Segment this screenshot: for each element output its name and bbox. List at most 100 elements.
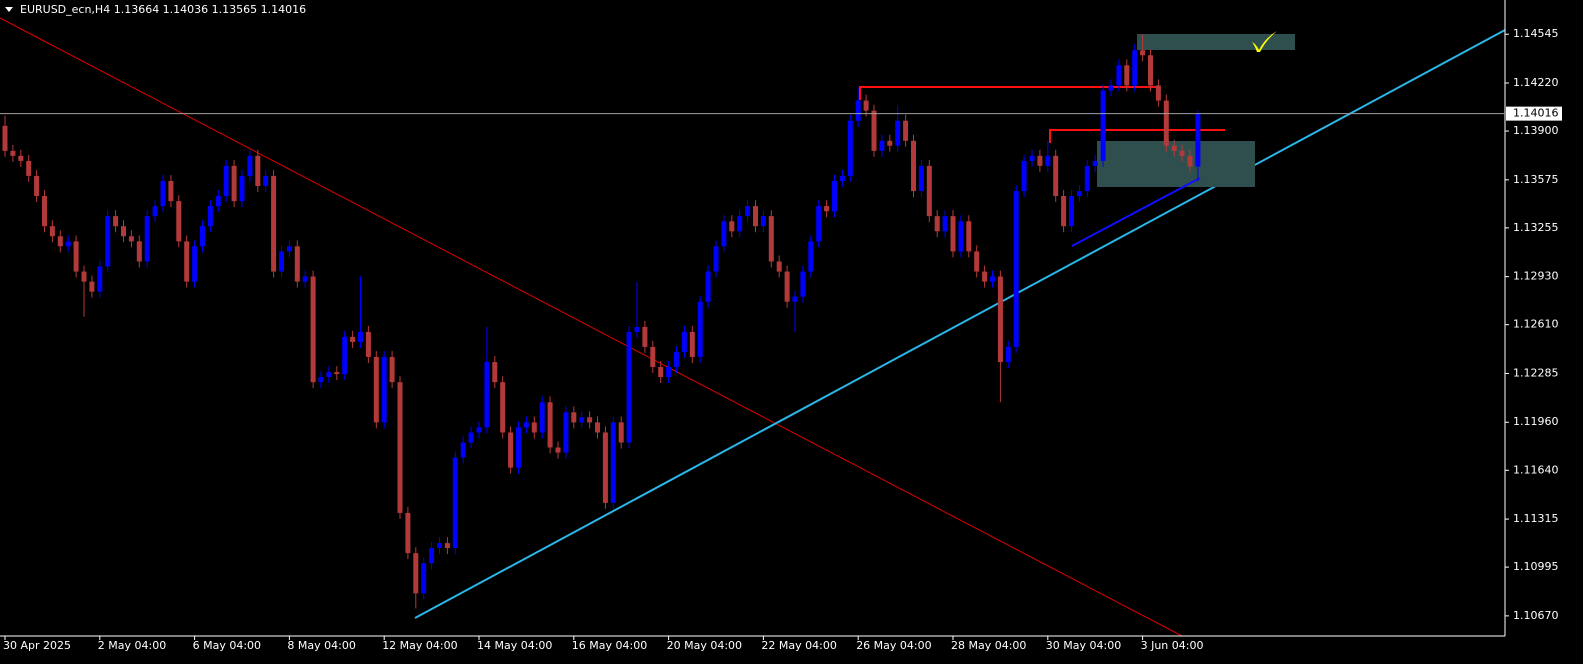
candle-body — [918, 165, 924, 192]
candle-body — [674, 351, 679, 368]
candle-body — [255, 155, 261, 186]
candle-body — [658, 367, 664, 378]
candle-body — [571, 412, 577, 423]
candle-body — [1092, 160, 1098, 166]
candle-body — [595, 422, 600, 433]
candle-body — [26, 160, 32, 176]
candle-body — [342, 336, 348, 375]
candle-body — [358, 331, 363, 342]
check-mark — [1252, 31, 1277, 52]
candle-body — [318, 377, 324, 383]
candle-body — [1179, 150, 1185, 156]
candle-body — [729, 221, 735, 232]
candle-body — [871, 110, 877, 151]
candle-body — [958, 221, 964, 252]
candle-body — [1076, 191, 1082, 197]
candle-body — [168, 181, 174, 202]
candle-body — [192, 246, 198, 282]
y-tick-label: 1.10670 — [1513, 609, 1559, 622]
candle-body — [824, 206, 830, 212]
candle-body — [1140, 50, 1146, 56]
y-tick-label: 1.12610 — [1513, 318, 1559, 331]
candle-body — [279, 251, 284, 272]
candle-body — [326, 372, 332, 378]
candle-body — [721, 221, 727, 247]
candle-body — [681, 331, 687, 352]
candle-body — [223, 165, 229, 197]
candle-body — [1163, 100, 1169, 146]
candle-body — [555, 447, 561, 453]
y-tick-label: 1.11640 — [1513, 463, 1559, 476]
candle-body — [642, 326, 648, 347]
candle-body — [73, 241, 79, 272]
candle-body — [437, 543, 442, 549]
candle-body — [1021, 160, 1027, 192]
candle-body — [705, 271, 711, 302]
candle-body — [997, 276, 1003, 363]
candle-body — [1053, 155, 1059, 197]
candle-body — [792, 296, 798, 302]
candle-body — [444, 543, 450, 549]
candle-body — [136, 241, 142, 262]
candle-body — [610, 422, 616, 503]
candle-body — [231, 165, 237, 202]
candle-body — [753, 206, 758, 227]
zone-box — [1137, 34, 1295, 50]
candle-body — [215, 196, 221, 207]
candle-body — [373, 356, 379, 423]
candle-body — [10, 150, 16, 156]
y-tick-label: 1.10995 — [1513, 560, 1559, 573]
candle-body — [381, 356, 387, 423]
candle-body — [942, 216, 948, 232]
candle-body — [271, 175, 277, 272]
candle-body — [847, 120, 853, 176]
candle-body — [990, 276, 995, 282]
candle-body — [128, 236, 134, 242]
candle-body — [460, 442, 466, 458]
menu-arrow[interactable] — [5, 7, 13, 12]
y-tick-label: 1.13255 — [1513, 221, 1559, 234]
y-tick-label: 1.12285 — [1513, 366, 1559, 379]
candle-body — [1061, 196, 1067, 227]
candle-body — [974, 251, 980, 272]
x-tick-label: 14 May 04:00 — [477, 639, 552, 652]
candle-body — [618, 422, 624, 443]
candle-body — [1124, 65, 1130, 86]
candle-body — [634, 326, 640, 332]
x-tick-label: 3 Jun 04:00 — [1141, 639, 1204, 652]
candle-body — [737, 216, 743, 232]
candles — [2, 34, 1201, 609]
candle-body — [452, 457, 458, 549]
resistance-line — [859, 86, 1160, 100]
candle-body — [1084, 165, 1090, 192]
candle-body — [563, 412, 569, 453]
y-tick-label: 1.12930 — [1513, 270, 1559, 283]
x-tick-label: 22 May 04:00 — [761, 639, 836, 652]
candle-body — [500, 382, 506, 433]
candle-body — [81, 271, 87, 282]
candle-body — [421, 563, 427, 594]
candle-body — [1187, 155, 1193, 167]
candle-body — [950, 216, 956, 252]
candle-body — [926, 165, 932, 217]
candle-body — [89, 281, 95, 292]
candle-body — [365, 331, 371, 357]
candle-body — [492, 362, 498, 383]
candle-body — [839, 175, 845, 182]
candle-body — [760, 216, 766, 227]
candle-body — [239, 175, 245, 202]
x-tick-label: 2 May 04:00 — [98, 639, 166, 652]
candle-body — [97, 266, 103, 292]
candle-body — [1155, 85, 1161, 101]
x-tick-label: 6 May 04:00 — [193, 639, 261, 652]
candle-body — [579, 417, 585, 423]
candle-body — [1005, 346, 1011, 363]
y-tick-label: 1.13575 — [1513, 173, 1559, 186]
candle-body — [650, 346, 656, 368]
candle-body — [523, 422, 529, 428]
candle-body — [413, 553, 419, 594]
blue-trendline — [1071, 177, 1201, 247]
x-tick-label: 30 Apr 2025 — [3, 639, 71, 652]
